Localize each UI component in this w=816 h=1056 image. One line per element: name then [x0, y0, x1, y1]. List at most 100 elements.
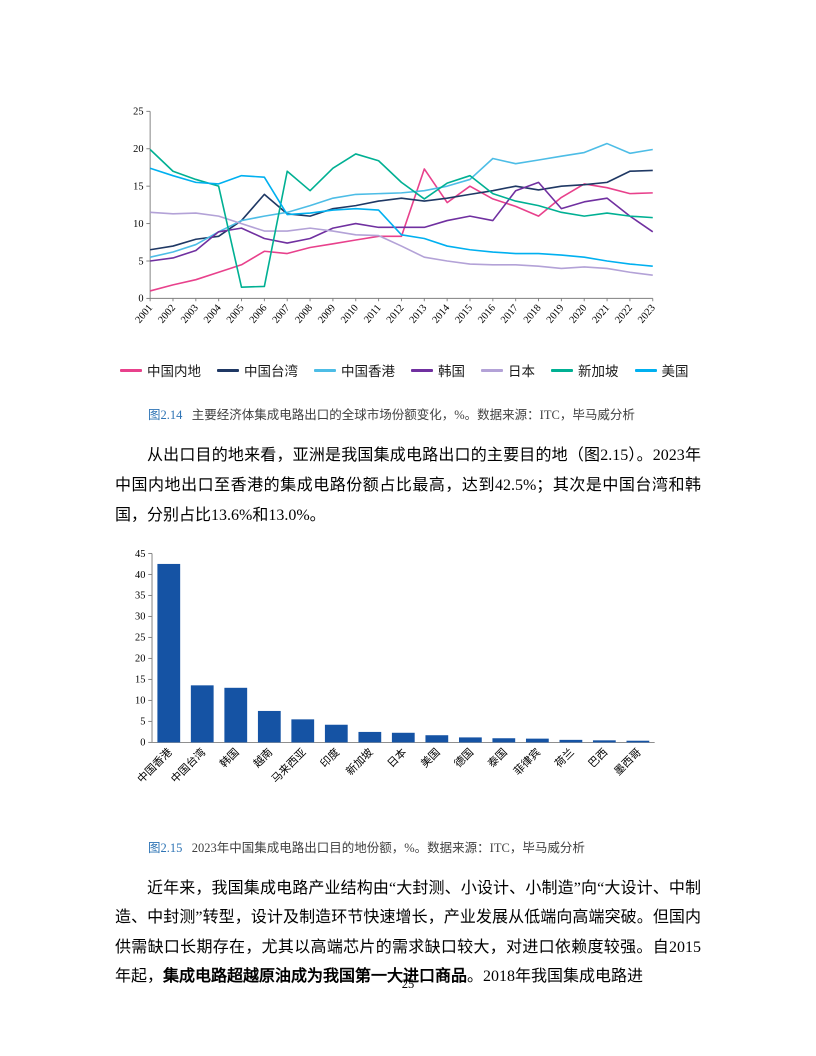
paragraph-industry-structure: 近年来，我国集成电路产业结构由“大封测、小设计、小制造”向“大设计、中制造、中封… — [115, 874, 701, 992]
y-tick-label: 5 — [140, 717, 145, 728]
x-tick-label: 2001 — [134, 303, 156, 326]
page-number: 25 — [401, 977, 415, 991]
x-category-label: 巴西 — [586, 747, 610, 771]
legend-label: 中国内地 — [147, 364, 201, 380]
legend-label: 中国香港 — [341, 364, 395, 380]
x-tick-label: 2006 — [248, 303, 270, 326]
series-line-6 — [149, 167, 653, 267]
legend-item-3: 韩国 — [411, 360, 465, 380]
bar-1 — [190, 685, 214, 743]
x-tick-label: 2017 — [499, 303, 521, 326]
legend-label: 韩国 — [438, 364, 465, 380]
legend-label: 美国 — [661, 364, 689, 380]
x-tick-label: 2009 — [316, 303, 338, 326]
x-category-label: 日本 — [384, 745, 409, 770]
series-line-0 — [149, 168, 653, 292]
figure-caption-text: 主要经济体集成电路出口的全球市场份额变化，%。数据来源：ITC，毕马威分析 — [191, 408, 635, 423]
figure-caption-text: 2023年中国集成电路出口目的地份额，%。数据来源：ITC，毕马威分析 — [191, 840, 585, 855]
y-tick-label: 35 — [135, 591, 145, 602]
legend-item-5: 新加坡 — [551, 360, 619, 380]
legend-item-6: 美国 — [634, 360, 689, 380]
series-line-1 — [150, 169, 653, 251]
x-category-label: 墨西哥 — [612, 746, 644, 778]
legend-swatch-icon — [217, 368, 239, 372]
x-tick-label: 2018 — [522, 303, 544, 326]
y-tick-label: 20 — [135, 654, 145, 665]
x-category-label: 德国 — [451, 745, 476, 770]
figure-2-15: 0 5 10 15 20 25 30 35 40 45 中国香港 中国台湾 韩国 越南 马来西亚 印度 新加坡日… — [0, 544, 816, 855]
y-tick-label: 25 — [133, 107, 143, 118]
x-category-label: 马来西亚 — [269, 746, 309, 786]
x-tick-label: 2005 — [225, 303, 247, 326]
x-category-label: 中国台湾 — [168, 745, 209, 786]
y-tick-label: 45 — [135, 549, 145, 560]
x-tick-label: 2002 — [156, 303, 178, 326]
bar-10 — [492, 738, 516, 743]
series-line-5 — [149, 148, 653, 288]
x-tick-label: 2010 — [339, 303, 361, 326]
bar-0 — [157, 564, 181, 743]
line-chart-legend: 中国内地 中国台湾 中国香港 韩国 日本 新加坡 美国 — [112, 359, 689, 381]
bar-9 — [458, 737, 482, 743]
bar-7 — [391, 733, 415, 743]
y-tick-label: 20 — [133, 144, 143, 155]
paragraph-text-bold: 集成电路超越原油成为我国第一大进口商品 — [163, 968, 468, 986]
y-tick-label: 15 — [133, 181, 143, 192]
paragraph-text-normal: 。2018年我国集成电路进 — [467, 968, 644, 986]
y-tick-label: 15 — [135, 675, 145, 686]
x-tick-label: 2015 — [453, 303, 475, 326]
x-tick-label: 2004 — [202, 302, 224, 326]
x-category-label: 泰国 — [484, 745, 509, 770]
bar-12 — [559, 740, 583, 743]
y-tick-label: 0 — [140, 738, 145, 749]
series-line-4 — [150, 211, 653, 276]
legend-swatch-icon — [551, 368, 573, 372]
x-tick-label: 2019 — [545, 303, 567, 326]
x-category-label: 荷兰 — [552, 746, 577, 771]
bar-3 — [257, 711, 281, 743]
figure-caption-2-14: 图2.14 主要经济体集成电路出口的全球市场份额变化，%。数据来源：ITC，毕马威… — [148, 404, 816, 423]
x-category-label: 印度 — [317, 745, 342, 770]
series-line-3 — [150, 181, 654, 262]
x-tick-label: 2003 — [179, 303, 201, 326]
bar-11 — [525, 738, 549, 743]
legend-label: 中国台湾 — [244, 364, 298, 380]
figure-2-14: 0 5 10 15 20 25 2001 2002 2003 2004 2005 2006 2007 20… — [0, 100, 816, 423]
x-category-label: 美国 — [418, 746, 443, 771]
bar-13 — [592, 740, 616, 743]
legend-item-0: 中国内地 — [120, 360, 201, 380]
x-category-label: 菲律宾 — [510, 745, 543, 778]
x-tick-label: 2011 — [362, 303, 384, 326]
bar-6 — [358, 732, 382, 743]
y-tick-label: 10 — [135, 696, 145, 707]
legend-swatch-icon — [634, 368, 657, 372]
x-tick-label: 2007 — [271, 303, 293, 326]
x-category-label: 新加坡 — [343, 745, 376, 778]
legend-swatch-icon — [411, 368, 433, 372]
x-tick-label: 2008 — [293, 303, 315, 326]
x-tick-label: 2014 — [431, 302, 453, 326]
x-tick-label: 2021 — [590, 303, 612, 326]
legend-label: 新加坡 — [578, 364, 619, 380]
figure-number-label: 图2.15 — [148, 840, 183, 855]
x-tick-label: 2022 — [613, 303, 635, 326]
paragraph-text-normal: 近年来，我国集成电路产业结构由“大封测、小设计、小制造”向“大设计、中制造、中封… — [115, 879, 701, 986]
legend-item-4: 日本 — [481, 360, 535, 380]
legend-item-2: 中国香港 — [314, 360, 395, 380]
y-tick-label: 5 — [138, 256, 143, 267]
x-category-label: 韩国 — [216, 745, 241, 770]
y-tick-label: 30 — [135, 612, 145, 623]
x-tick-label: 2012 — [385, 303, 407, 326]
y-tick-label: 0 — [138, 294, 143, 305]
legend-swatch-icon — [120, 368, 142, 372]
legend-item-1: 中国台湾 — [217, 360, 298, 380]
legend-label: 日本 — [508, 364, 535, 380]
bar-8 — [425, 735, 449, 743]
bar-5 — [324, 725, 348, 743]
y-tick-label: 25 — [135, 633, 145, 644]
legend-swatch-icon — [481, 368, 503, 372]
x-category-label: 中国香港 — [135, 746, 175, 786]
figure-caption-2-15: 图2.15 2023年中国集成电路出口目的地份额，%。数据来源：ITC，毕马威分析 — [148, 837, 816, 856]
bar-14 — [626, 740, 650, 743]
